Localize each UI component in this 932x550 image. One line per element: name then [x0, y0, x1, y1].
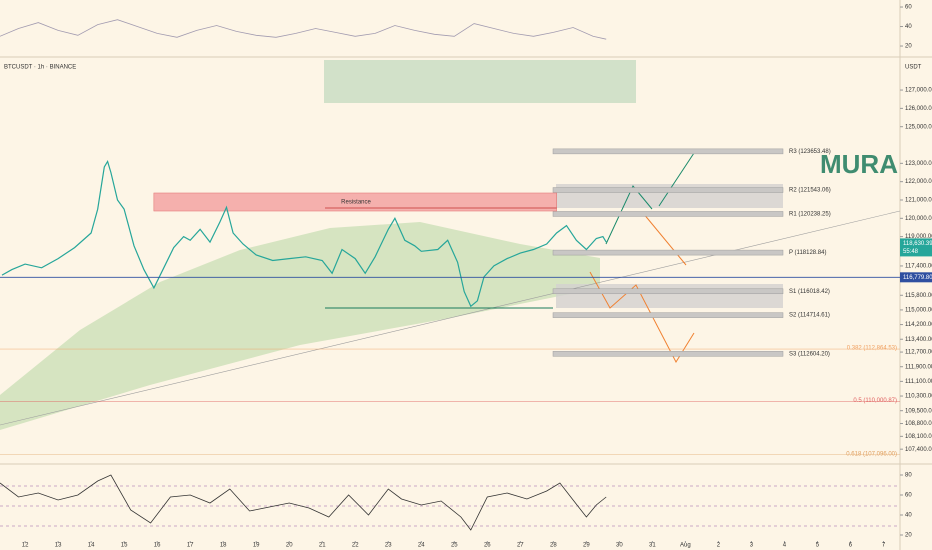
resistance-zone	[153, 192, 557, 212]
y-tick-label: 20	[905, 44, 912, 50]
y-tick-label: 20	[905, 533, 912, 539]
trend-line	[0, 210, 901, 426]
price-tag	[900, 238, 932, 257]
y-tick-label: 60	[905, 5, 912, 11]
projection-arrow	[605, 185, 653, 245]
countdown-label: 55:48	[903, 249, 919, 255]
y-tick-label: 111,100.00	[905, 379, 932, 385]
pivot-level	[552, 148, 784, 155]
pivot-label: S2 (114714.61)	[789, 313, 830, 319]
x-tick-label: 21	[319, 543, 326, 549]
x-tick-label: 17	[187, 543, 194, 549]
projection-arrow	[658, 149, 697, 207]
y-tick-label: 113,400.00	[905, 337, 932, 343]
y-tick-label: 108,100.00	[905, 434, 932, 440]
x-tick-label: 20	[286, 543, 293, 549]
y-tick-label: 110,300.00	[905, 394, 932, 400]
x-tick-label: 19	[253, 543, 260, 549]
x-tick-label: 12	[22, 543, 29, 549]
pivot-level	[552, 351, 784, 357]
y-tick-label: 112,700.00	[905, 350, 932, 356]
x-tick-label: 6	[849, 543, 853, 549]
price-tag-label: 116,779.80	[903, 275, 932, 281]
y-tick-label: 120,000.00	[905, 216, 932, 222]
pivot-level	[552, 187, 784, 193]
cloud-band	[0, 222, 600, 430]
pivot-label: S1 (116018.42)	[789, 289, 830, 295]
target-box	[324, 60, 636, 103]
projection-arrow	[642, 212, 687, 266]
pivot-level	[552, 288, 784, 295]
x-tick-label: 16	[154, 543, 161, 549]
x-tick-label: 23	[385, 543, 392, 549]
y-tick-label: 126,000.00	[905, 106, 932, 112]
fib-label: 0.5 (110,000.87)	[853, 398, 897, 404]
fib-label: 0.382 (112,864.53)	[847, 346, 897, 352]
y-tick-label: 109,500.00	[905, 408, 932, 414]
pivot-label: R1 (120238.25)	[789, 212, 831, 218]
x-tick-label: 29	[583, 543, 590, 549]
pivot-level	[552, 312, 784, 318]
y-tick-label: 117,400.00	[905, 264, 932, 270]
x-tick-label: 26	[484, 543, 491, 549]
zone-box	[556, 284, 783, 308]
y-tick-label: 125,000.00	[905, 124, 932, 130]
fib-label: 0.618 (107,096.00)	[846, 451, 897, 457]
zone-label: Resistance	[341, 200, 371, 206]
x-tick-label: 3	[750, 543, 754, 549]
x-tick-label: 15	[121, 543, 128, 549]
y-tick-label: 123,000.00	[905, 161, 932, 167]
y-tick-label: 40	[905, 24, 912, 30]
price-tag	[900, 272, 932, 283]
x-tick-label: 4	[783, 543, 787, 549]
y-tick-label: 60	[905, 493, 912, 499]
price-line	[0, 19, 607, 40]
x-tick-label: Aug	[680, 543, 691, 549]
x-tick-label: 22	[352, 543, 359, 549]
pivot-label: R3 (123653.48)	[789, 149, 831, 155]
pivot-level	[552, 249, 784, 256]
x-tick-label: 28	[550, 543, 557, 549]
y-tick-label: 40	[905, 513, 912, 519]
price-tag-label: 118,630.39	[903, 241, 932, 247]
x-tick-label: 25	[451, 543, 458, 549]
unit-label: USDT	[905, 65, 922, 71]
y-tick-label: 122,000.00	[905, 179, 932, 185]
x-tick-label: 14	[88, 543, 95, 549]
x-tick-label: 24	[418, 543, 425, 549]
y-tick-label: 107,400.00	[905, 447, 932, 453]
x-tick-label: 27	[517, 543, 524, 549]
y-tick-label: 127,000.00	[905, 88, 932, 94]
pivot-label: P (118128.84)	[789, 250, 826, 256]
y-tick-label: 114,200.00	[905, 322, 932, 328]
y-tick-label: 119,000.00	[905, 234, 932, 240]
price-line	[0, 474, 607, 531]
x-tick-label: 31	[649, 543, 656, 549]
y-tick-label: 121,000.00	[905, 198, 932, 204]
x-tick-label: 18	[220, 543, 227, 549]
y-tick-label: 111,900.00	[905, 364, 932, 370]
x-tick-label: 7	[882, 543, 886, 549]
x-tick-label: 30	[616, 543, 623, 549]
price-line	[1, 160, 607, 308]
y-tick-label: 80	[905, 473, 912, 479]
y-tick-label: 115,000.00	[905, 307, 932, 313]
y-tick-label: 108,800.00	[905, 421, 932, 427]
x-tick-label: 2	[717, 543, 721, 549]
chart-title: BTCUSDT · 1h · BINANCE	[4, 65, 76, 71]
x-tick-label: 5	[816, 543, 820, 549]
y-tick-label: 115,800.00	[905, 293, 932, 299]
pivot-level	[552, 211, 784, 217]
pivot-label: R2 (121543.06)	[789, 188, 831, 194]
x-tick-label: 13	[55, 543, 62, 549]
watermark: MURA	[820, 149, 898, 179]
pivot-label: S3 (112604.20)	[789, 351, 830, 357]
